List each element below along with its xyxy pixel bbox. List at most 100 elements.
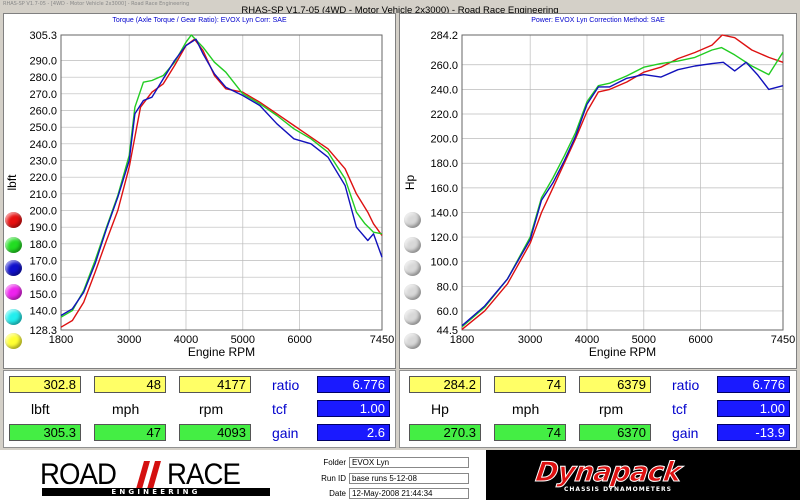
power-unit-label: Hp [431,401,449,417]
series-line-3 [60,38,383,317]
run-selector-magenta[interactable] [5,284,22,300]
x-tick-label: 3000 [518,334,542,346]
power-chart-header: Power: EVOX Lyn Correction Method: SAE [531,17,665,24]
y-tick-label: 230.0 [29,156,57,168]
ratio-label: ratio [272,377,300,393]
run-selector-empty-4[interactable] [404,284,421,300]
series-line-3 [461,61,784,327]
run-selector-empty-1[interactable] [404,212,421,228]
x-tick-label: 5000 [632,334,656,346]
y-tick-label: 170.0 [29,256,57,268]
run-selector-green[interactable] [5,237,22,253]
logo-slash-icon [136,461,161,489]
x-tick-label: 4000 [174,334,198,346]
y-tick-label: 120.0 [430,232,458,244]
peak-torque-value: 302.8 [9,376,81,393]
series-line-1 [461,34,784,330]
y-tick-label: 260.0 [430,60,458,72]
run-id-field: base runs 5-12-08 [349,473,469,484]
x-tick-label: 6000 [287,334,311,346]
y-tick-label: 128.3 [29,325,57,337]
gain-label: gain [272,425,299,441]
run-id-label: Run ID [321,474,346,483]
second-torque-mph: 47 [94,424,166,441]
logo-road-text: ROAD [40,458,117,491]
run-selector-yellow[interactable] [5,333,22,349]
app-title: RHAS-SP V1.7-05 (4WD - Motor Vehicle 2x3… [241,5,559,16]
rpm-unit-label-right: rpm [599,401,624,417]
y-axis-label: lbft [5,174,19,191]
y-tick-label: 240.0 [29,139,57,151]
tcf-label-right: tcf [672,401,687,417]
y-tick-label: 180.0 [29,239,57,251]
run-selector-empty-3[interactable] [404,260,421,276]
y-tick-label: 260.0 [29,106,57,118]
peak-torque-rpm: 4177 [179,376,251,393]
ratio-value: 6.776 [317,376,390,393]
peak-power-value: 284.2 [409,376,481,393]
folder-label: Folder [323,458,346,467]
y-tick-label: 44.5 [437,325,458,337]
gain-value-right: -13.9 [717,424,790,441]
torque-chart: 305.3 290.0 280.0 270.0 260.0 250.0 240.0 230.0… [5,30,394,359]
y-tick-label: 240.0 [430,84,458,96]
rpm-unit-label: rpm [199,401,224,417]
folder-field: EVOX Lyn [349,457,469,468]
y-tick-label: 190.0 [29,222,57,234]
power-stats-panel: 284.2 74 6379 Hp mph rpm 270.3 74 6370 r… [399,370,797,448]
x-tick-label: 4000 [575,334,599,346]
date-label: Date [329,489,346,498]
y-tick-label: 80.0 [437,281,458,293]
second-power-value: 270.3 [409,424,481,441]
run-selector-empty-5[interactable] [404,309,421,325]
x-tick-label: 1800 [49,334,73,346]
logo-race-text: RACE [167,458,241,491]
y-tick-label: 180.0 [430,158,458,170]
x-tick-label: 7450 [370,334,394,346]
run-selector-empty-6[interactable] [404,333,421,349]
torque-chart-panel: Torque (Axle Torque / Gear Ratio): EVOX … [3,13,396,369]
second-torque-rpm: 4093 [179,424,251,441]
y-tick-label: 160.0 [29,272,57,284]
second-torque-value: 305.3 [9,424,81,441]
tcf-value-right: 1.00 [717,400,790,417]
peak-power-rpm: 6379 [579,376,651,393]
run-selector-cyan[interactable] [5,309,22,325]
y-tick-label: 140.0 [29,306,57,318]
dynapack-logo-text: Dynapack [533,457,684,489]
power-chart-panel: Power: EVOX Lyn Correction Method: SAE 2… [399,13,797,369]
torque-unit-label: lbft [31,401,50,417]
y-tick-label: 284.2 [430,30,458,42]
peak-torque-mph: 48 [94,376,166,393]
y-tick-label: 270.0 [29,89,57,101]
y-tick-label: 140.0 [430,207,458,219]
x-tick-label: 7450 [771,334,795,346]
y-tick-label: 100.0 [430,257,458,269]
torque-chart-header: Torque (Axle Torque / Gear Ratio): EVOX … [112,17,287,24]
y-tick-label: 280.0 [29,72,57,84]
ratio-label-right: ratio [672,377,700,393]
logo-engineering-text: ENGINEERING [42,488,270,496]
y-tick-label: 220.0 [430,109,458,121]
y-tick-label: 250.0 [29,122,57,134]
run-selector-red[interactable] [5,212,22,228]
gain-label-right: gain [672,425,699,441]
y-tick-label: 200.0 [29,206,57,218]
x-tick-label: 6000 [688,334,712,346]
power-chart: 284.2 260.0 240.0 220.0 200.0 180.0 160.0 140.0… [403,30,795,359]
peak-power-mph: 74 [494,376,566,393]
x-axis-label: Engine RPM [188,345,255,359]
window-caption: RHAS-SP V1.7-05 - [4WD - Motor Vehicle 2… [3,1,190,7]
run-selector-blue[interactable] [5,260,22,276]
x-tick-label: 3000 [117,334,141,346]
dynapack-logo: Dynapack CHASSIS DYNAMOMETERS [486,450,800,500]
x-tick-label: 5000 [231,334,255,346]
mph-unit-label-right: mph [512,401,540,417]
dynapack-tagline: CHASSIS DYNAMOMETERS [564,486,672,493]
gain-value: 2.6 [317,424,390,441]
x-tick-label: 1800 [450,334,474,346]
plot-frame [60,34,383,331]
y-tick-label: 200.0 [430,134,458,146]
run-selector-empty-2[interactable] [404,237,421,253]
y-tick-label: 160.0 [430,183,458,195]
